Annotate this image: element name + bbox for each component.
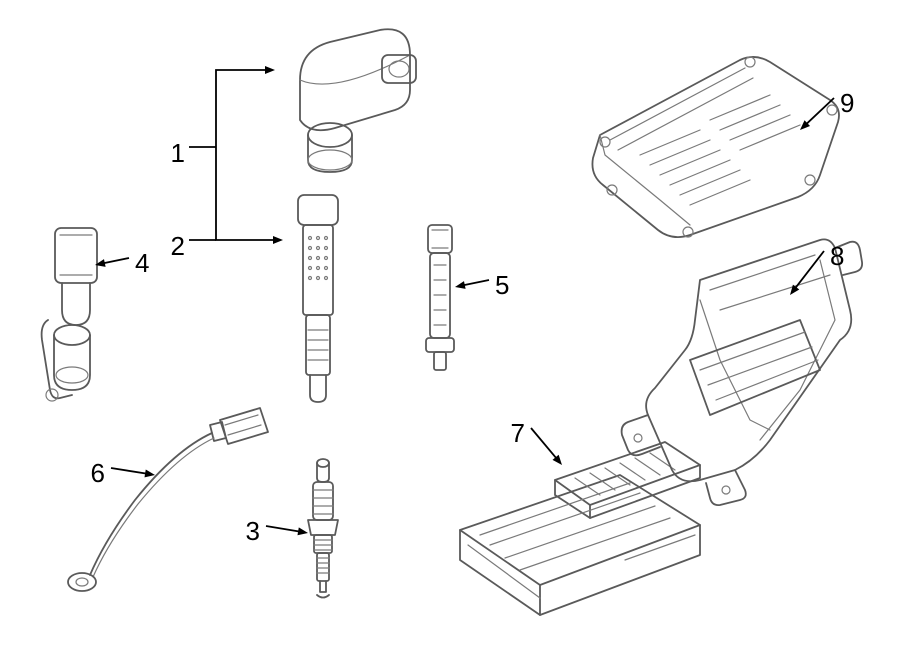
part-ignition-coil-top xyxy=(300,29,416,172)
parts-diagram: 1 2 3 4 5 6 7 8 9 xyxy=(0,0,900,661)
callout-label-5: 5 xyxy=(495,270,509,300)
part-coil-boot xyxy=(298,195,338,402)
callout-label-7: 7 xyxy=(511,418,525,448)
callout-label-4: 4 xyxy=(135,248,149,278)
part-spark-plug xyxy=(308,459,338,598)
callout-label-6: 6 xyxy=(91,458,105,488)
callout-label-8: 8 xyxy=(830,241,844,271)
part-cam-sensor xyxy=(426,225,454,370)
part-crank-sensor xyxy=(42,228,97,401)
callout-label-1: 1 xyxy=(171,138,185,168)
part-ecu-bracket xyxy=(622,239,863,505)
callout-label-3: 3 xyxy=(246,516,260,546)
callout-label-2: 2 xyxy=(171,231,185,261)
part-ecu-cover xyxy=(592,57,839,237)
part-ecu xyxy=(460,442,700,615)
callout-label-9: 9 xyxy=(840,88,854,118)
part-knock-sensor xyxy=(68,408,268,591)
